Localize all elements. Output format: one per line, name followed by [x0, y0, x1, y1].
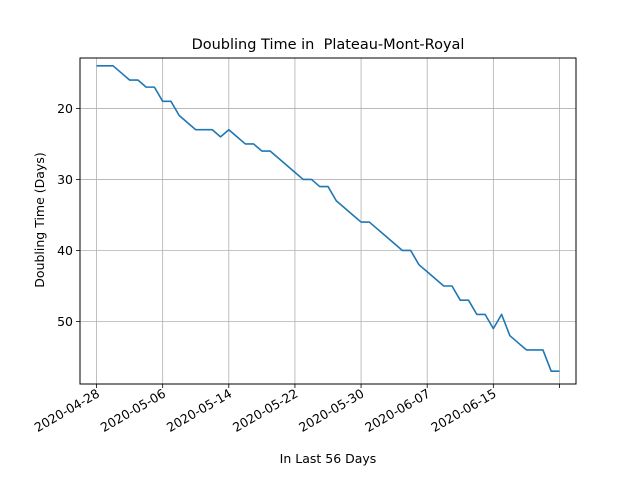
y-tick-label: 40: [57, 243, 73, 258]
y-axis-label: Doubling Time (Days): [32, 152, 47, 287]
grid: [80, 58, 576, 384]
series-layer: [96, 65, 560, 373]
y-tick-label: 50: [57, 314, 73, 329]
chart-title: Doubling Time in Plateau-Mont-Royal: [192, 37, 465, 53]
y-tick-label: 20: [57, 101, 73, 116]
x-axis-label: In Last 56 Days: [280, 451, 377, 466]
y-axis: 20 30 40 50: [57, 101, 80, 329]
y-tick-label: 30: [57, 172, 73, 187]
series-line: [96, 65, 560, 373]
plot-frame: [79, 57, 577, 385]
